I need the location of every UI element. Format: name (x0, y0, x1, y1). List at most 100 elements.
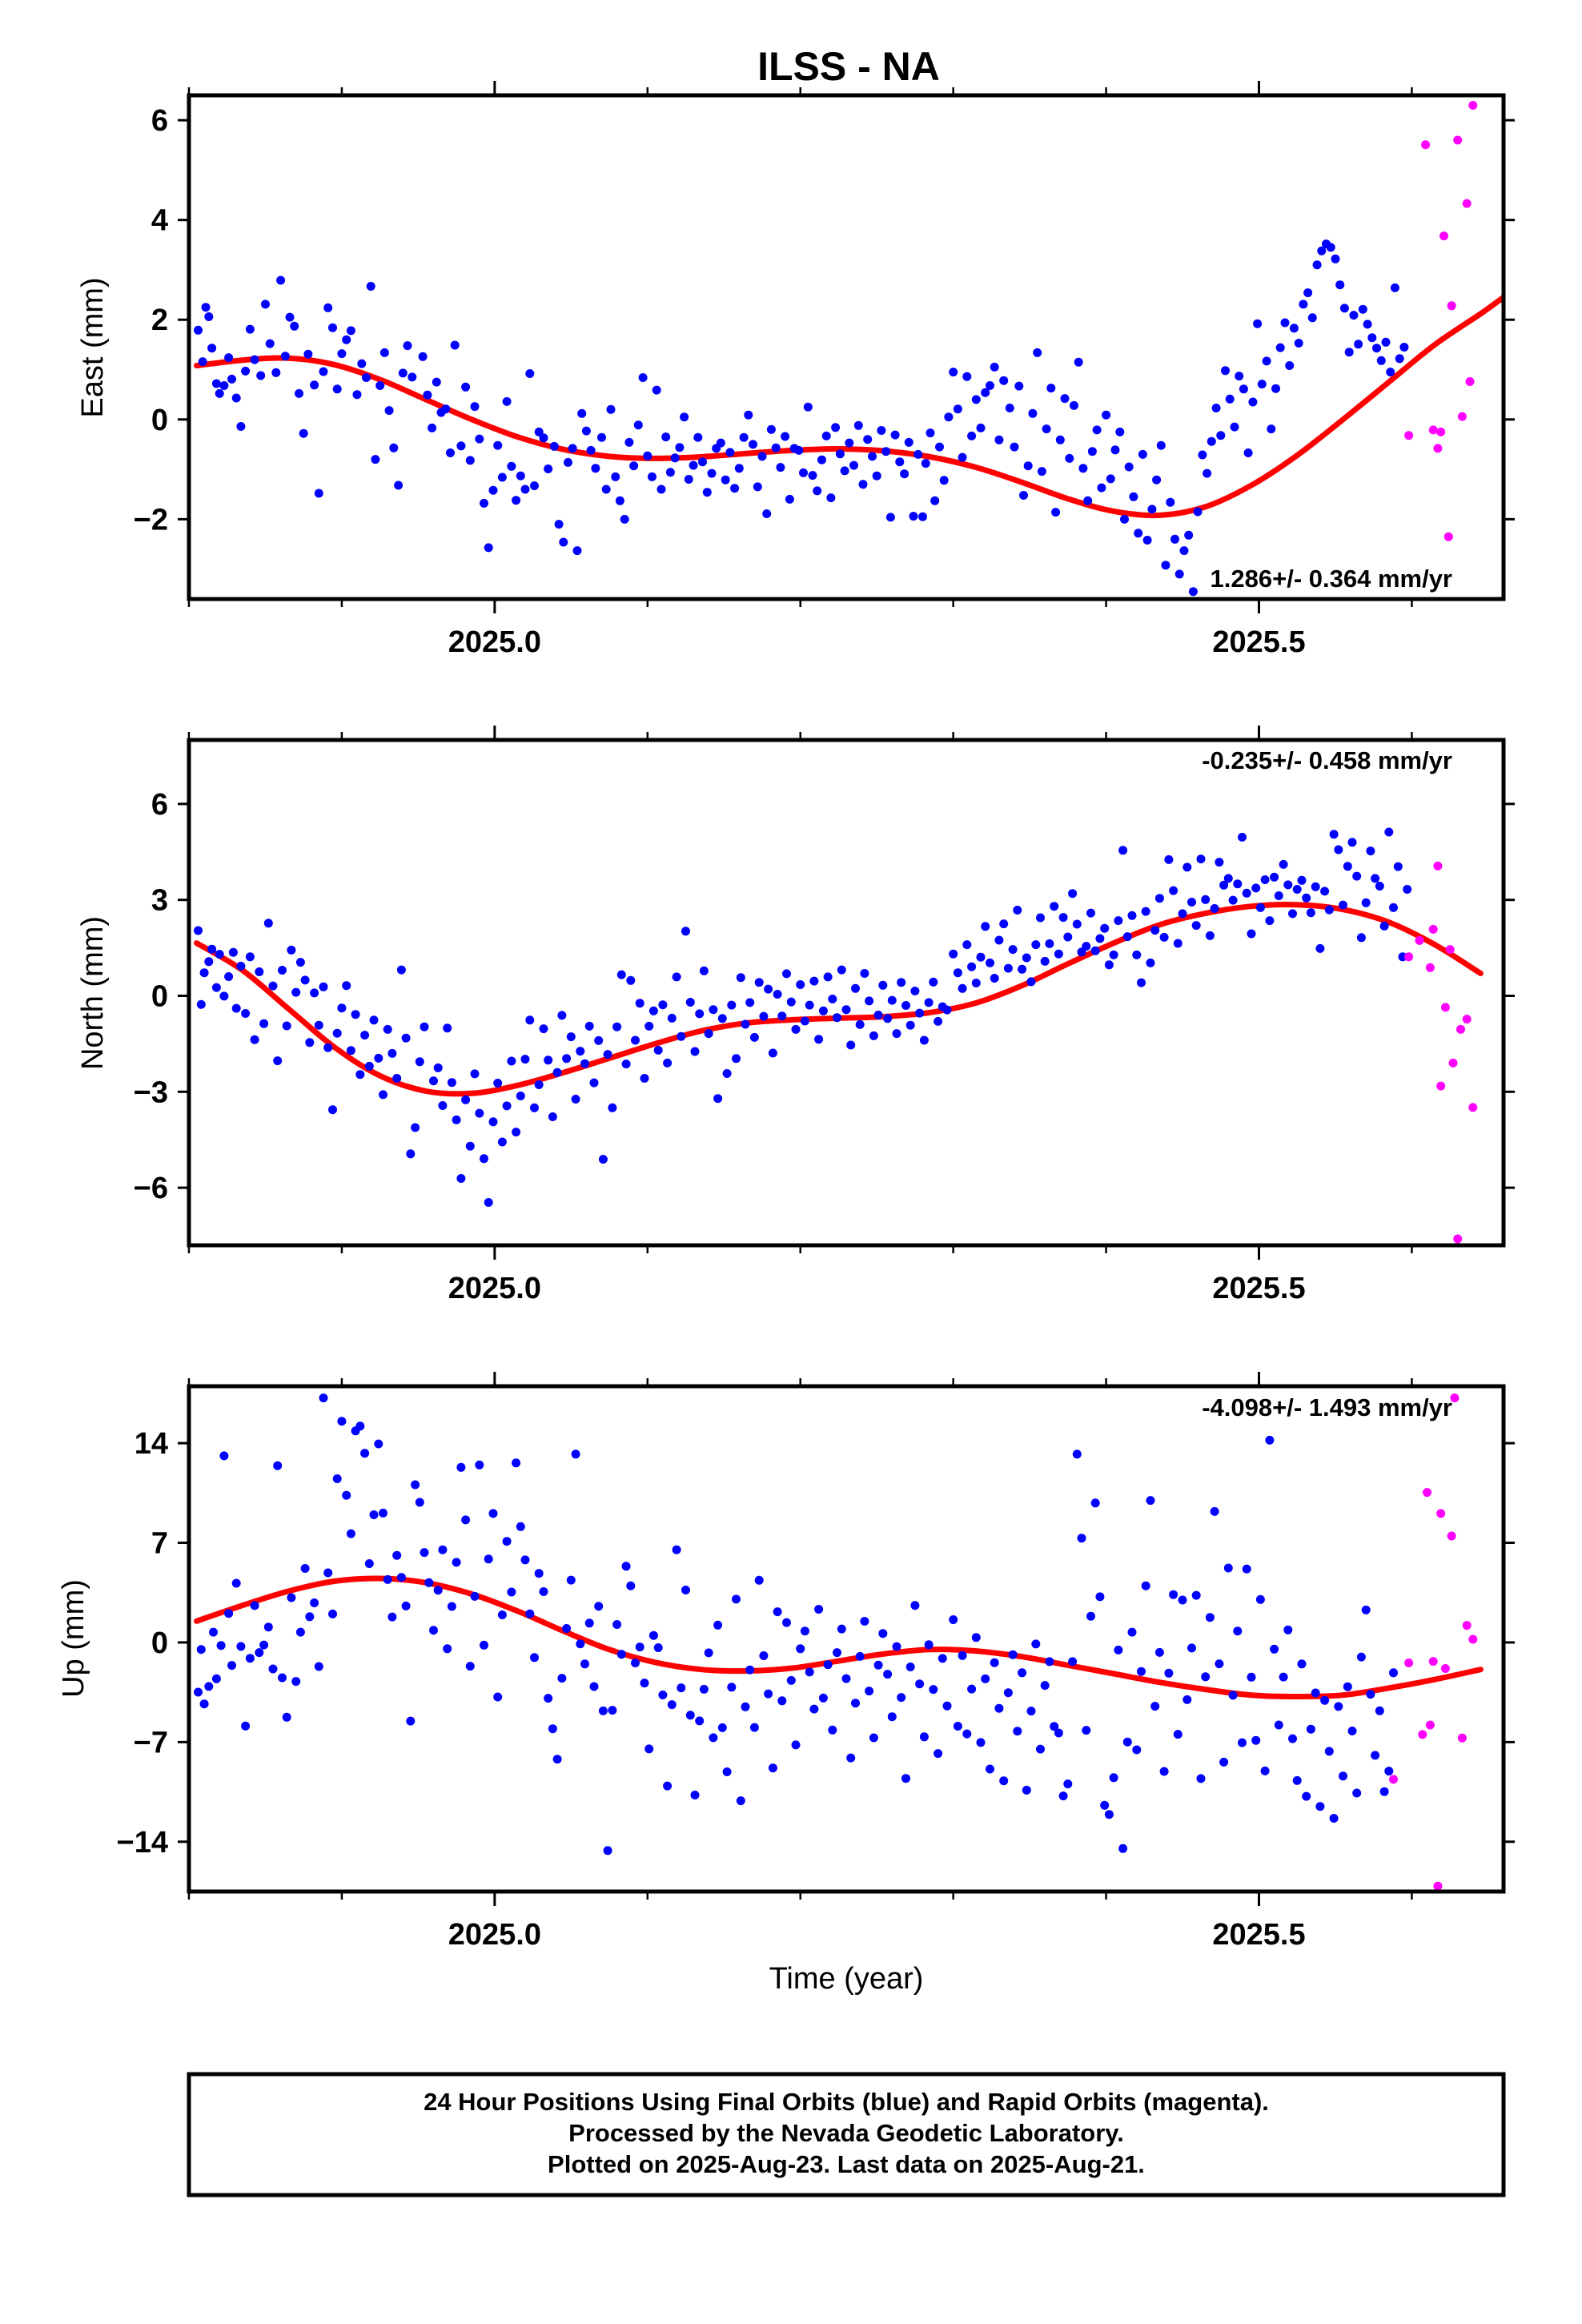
east-final-point (276, 275, 286, 285)
up-final-point (818, 1693, 828, 1703)
north-final-point (396, 965, 406, 975)
up-final-point (544, 1694, 553, 1703)
north-final-point (833, 1013, 841, 1023)
north-final-point (1018, 964, 1027, 974)
north-final-point (873, 1011, 883, 1019)
up-final-point (406, 1716, 416, 1726)
east-final-point (303, 349, 313, 359)
north-final-point (196, 999, 206, 1009)
north-final-point (855, 1019, 865, 1029)
up-final-point (732, 1594, 741, 1604)
up-final-point (319, 1393, 328, 1403)
east-final-point (1028, 408, 1038, 418)
north-final-point (704, 1029, 713, 1039)
east-final-point (1216, 431, 1226, 440)
up-final-point (576, 1639, 585, 1649)
east-final-point (1349, 311, 1359, 320)
up-final-point (342, 1490, 351, 1500)
chart-title: ILSS - NA (757, 44, 940, 89)
east-rapid-point (1447, 301, 1456, 311)
north-final-point (1109, 950, 1118, 959)
north-final-point (942, 1005, 952, 1015)
east-final-point (362, 373, 371, 382)
north-final-point (1086, 908, 1095, 918)
east-y-axis-label: East (mm) (76, 277, 110, 417)
up-final-point (484, 1554, 493, 1564)
east-final-point (868, 452, 877, 461)
north-final-point (323, 1043, 333, 1052)
north-final-point (1022, 953, 1031, 963)
north-ticks-layer: −6 −3 0 3 6 2025.0 2025.5 (134, 726, 1515, 1305)
east-final-point (428, 423, 437, 432)
up-final-point (534, 1569, 544, 1578)
east-final-point (1211, 404, 1221, 412)
up-final-point (525, 1609, 535, 1618)
north-final-point (534, 1080, 544, 1089)
up-final-point (346, 1529, 355, 1538)
north-final-point (1150, 926, 1160, 935)
east-y-tick-label: 0 (151, 404, 168, 437)
up-final-point (1302, 1791, 1311, 1801)
up-final-point (603, 1846, 612, 1856)
east-rapid-point (1433, 444, 1443, 453)
up-rapid-point (1436, 1509, 1446, 1518)
north-rapid-point (1456, 1024, 1465, 1034)
east-final-point (328, 323, 337, 332)
east-final-point (606, 404, 616, 414)
north-final-point (677, 1031, 686, 1041)
east-final-point (730, 484, 740, 493)
up-final-point (942, 1701, 952, 1711)
north-final-point (1104, 960, 1114, 970)
north-final-point (1178, 909, 1187, 919)
north-final-point (1072, 919, 1082, 929)
east-final-point (493, 440, 503, 450)
east-final-point (198, 357, 207, 367)
east-final-point (1399, 343, 1409, 352)
north-final-point (1173, 939, 1182, 948)
north-final-point (1324, 905, 1334, 915)
east-final-point (1344, 348, 1354, 357)
north-final-point (278, 966, 287, 975)
up-final-point (1031, 1639, 1041, 1649)
north-final-point (360, 1031, 370, 1040)
east-rapid-point (1468, 101, 1478, 110)
up-final-point (709, 1733, 718, 1743)
east-y-tick-label: 6 (151, 104, 168, 138)
up-final-point (621, 1562, 631, 1571)
east-final-point (572, 546, 582, 556)
east-final-point (280, 352, 290, 361)
east-final-point (1376, 356, 1386, 365)
up-final-point (470, 1591, 480, 1601)
up-final-point (1104, 1810, 1114, 1819)
up-final-point (1150, 1702, 1160, 1711)
up-final-point (846, 1753, 856, 1763)
up-final-point (196, 1645, 206, 1655)
north-final-point (571, 1095, 580, 1104)
up-final-point (589, 1682, 599, 1691)
up-points-layer (194, 1393, 1478, 1891)
north-y-tick-label: 0 (151, 979, 168, 1013)
processing-note: 24 Hour Positions Using Final Orbits (bl… (187, 2072, 1506, 2197)
north-final-point (814, 1035, 824, 1044)
north-final-point (319, 982, 328, 991)
east-final-point (826, 493, 836, 503)
up-rapid-point (1433, 1881, 1443, 1891)
north-final-point (1082, 942, 1091, 951)
up-final-point (823, 1660, 833, 1670)
up-final-point (1329, 1814, 1339, 1823)
north-final-point (777, 1011, 787, 1021)
east-final-point (1033, 348, 1042, 357)
east-final-point (211, 379, 221, 388)
up-y-tick-label: 7 (151, 1527, 168, 1561)
up-final-point (612, 1620, 622, 1629)
east-final-point (1271, 384, 1280, 393)
north-final-point (621, 1059, 631, 1069)
east-final-point (845, 438, 854, 448)
north-final-point (883, 1014, 893, 1023)
east-final-point (271, 368, 281, 377)
east-final-point (597, 432, 606, 442)
up-final-point (777, 1696, 787, 1706)
east-plot-frame (187, 93, 1506, 601)
east-final-point (1037, 467, 1046, 476)
east-final-point (581, 426, 591, 436)
